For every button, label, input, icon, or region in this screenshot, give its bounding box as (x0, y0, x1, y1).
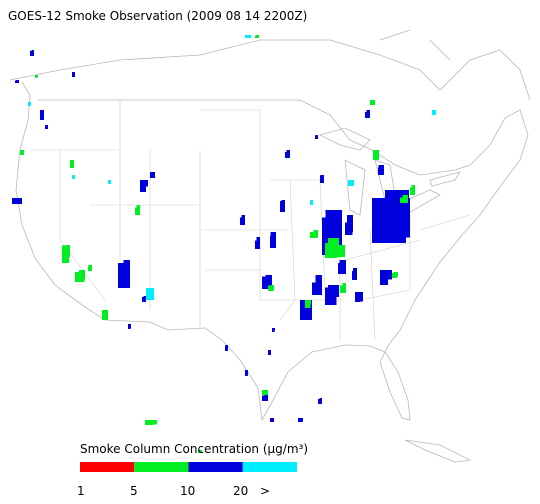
smoke-pixel (315, 135, 317, 139)
coastline (15, 81, 529, 422)
smoke-pixel (352, 271, 357, 280)
legend-swatch (134, 462, 189, 472)
legend-bar: 1 5 10 20 > (77, 462, 297, 498)
smoke-pixel (262, 397, 268, 401)
smoke-pixel (70, 163, 74, 168)
state-lines (30, 100, 471, 341)
smoke-pixel (392, 231, 396, 240)
smoke-pixel (325, 244, 337, 258)
smoke-pixel (270, 239, 275, 248)
smoke-pixel (140, 185, 145, 192)
smoke-pixel (373, 151, 378, 160)
smoke-pixel (355, 293, 360, 302)
smoke-pixel (102, 311, 107, 320)
map-title: GOES-12 Smoke Observation (2009 08 14 22… (8, 9, 307, 23)
smoke-pixel (378, 168, 383, 175)
smoke-pixel (145, 421, 153, 425)
smoke-pixel (20, 151, 23, 155)
smoke-pixel (147, 288, 154, 295)
smoke-pixel (28, 102, 31, 106)
legend-tick-label: 5 (130, 484, 138, 498)
legend-swatch (242, 462, 297, 472)
smoke-pixel (15, 198, 22, 202)
smoke-pixel (135, 208, 140, 215)
smoke-pixel (320, 175, 323, 183)
smoke-pixel (146, 293, 154, 300)
smoke-pixel (225, 345, 227, 351)
smoke-pixel (372, 209, 406, 243)
smoke-pixel (410, 188, 415, 195)
smoke-pixel (338, 263, 346, 274)
smoke-pixel (30, 51, 34, 56)
legend-swatch (80, 462, 135, 472)
smoke-pixel (268, 351, 271, 355)
smoke-pixel (262, 391, 268, 395)
smoke-pixel (380, 273, 387, 285)
legend-swatch (188, 462, 243, 472)
legend-tick-label: 20 (233, 484, 248, 498)
smoke-pixel (310, 201, 313, 205)
smoke-pixel (348, 182, 353, 186)
smoke-pixel (128, 325, 131, 329)
smoke-pixel (305, 301, 311, 308)
smoke-pixel (432, 111, 435, 115)
smoke-pixel (118, 263, 130, 288)
smoke-pixel (72, 175, 74, 179)
cuba (404, 439, 472, 463)
smoke-pixel (318, 399, 322, 404)
smoke-pixel (385, 190, 405, 208)
smoke-pixel (45, 126, 47, 129)
smoke-pixel (298, 418, 302, 422)
smoke-pixel (345, 223, 353, 235)
smoke-pixel (240, 218, 245, 225)
smoke-pixel (108, 181, 110, 184)
smoke-pixel (300, 301, 311, 320)
smoke-pixel (245, 370, 248, 376)
border (38, 99, 456, 176)
smoke-pixel (149, 420, 157, 425)
smoke-pixel (150, 172, 155, 178)
smoke-pixel (384, 270, 392, 280)
legend-tick-label: 1 (77, 484, 85, 498)
smoke-pixel (312, 283, 322, 295)
smoke-pixel (262, 280, 272, 289)
smoke-pixel (12, 200, 22, 204)
smoke-pixel (335, 250, 345, 257)
smoke-pixel (340, 286, 346, 293)
smoke-pixel (310, 232, 316, 238)
smoke-pixels (12, 35, 436, 453)
smoke-pixel (40, 111, 43, 120)
smoke-pixel (392, 273, 396, 278)
smoke-pixel (62, 247, 68, 263)
smoke-pixel (272, 329, 275, 332)
smoke-pixel (198, 450, 202, 453)
smoke-pixel (142, 297, 146, 302)
smoke-pixel (245, 36, 251, 38)
smoke-pixel (348, 180, 354, 184)
smoke-pixel (88, 266, 91, 271)
smoke-pixel (370, 101, 375, 105)
smoke-pixel (325, 288, 337, 305)
legend-tick-label: > (260, 484, 270, 498)
smoke-pixel (400, 197, 407, 203)
smoke-pixel (270, 418, 274, 422)
smoke-pixel (255, 36, 258, 38)
smoke-pixel (365, 112, 370, 118)
smoke-pixel (72, 73, 74, 77)
smoke-pixel (15, 81, 18, 83)
legend-tick-label: 10 (180, 484, 195, 498)
smoke-pixel (140, 180, 148, 187)
smoke-pixel (35, 75, 38, 78)
basemap (9, 29, 531, 463)
smoke-pixel (285, 152, 290, 158)
smoke-pixel (255, 240, 260, 249)
legend-title: Smoke Column Concentration (μg/m³) (80, 442, 308, 456)
canada (9, 29, 531, 101)
smoke-pixel (75, 272, 85, 282)
smoke-pixel (280, 201, 285, 212)
smoke-pixel (268, 285, 274, 291)
